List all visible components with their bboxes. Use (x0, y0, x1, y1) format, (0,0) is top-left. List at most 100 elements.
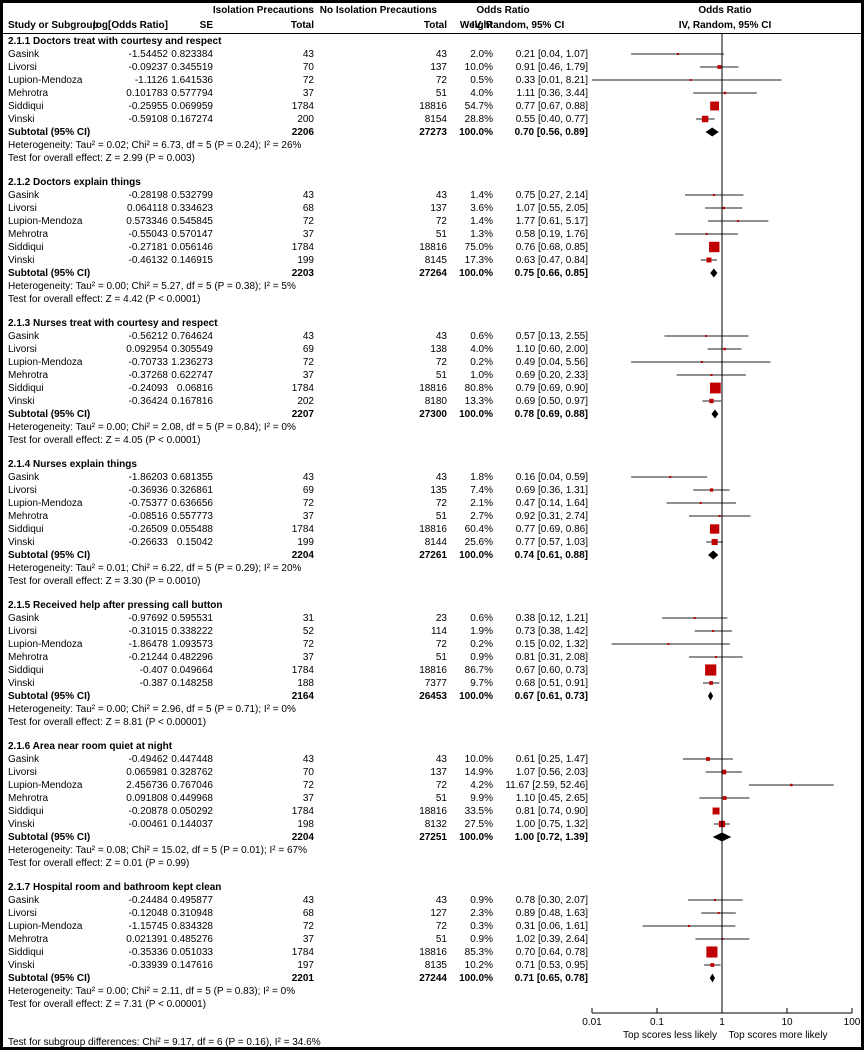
subtotal-no-isolation-total: 27251 (419, 832, 447, 843)
weight-value: 75.0% (464, 242, 493, 253)
overall-effect-row: Test for overall effect: Z = 2.99 (P = 0… (3, 152, 861, 165)
no-isolation-total-value: 51 (435, 511, 447, 522)
se-value: 1.641536 (171, 75, 213, 86)
study-row: Lupion-Mendoza 2.456736 0.767046 72 72 4.2% 11… (3, 779, 861, 792)
se-value: 0.532799 (171, 190, 213, 201)
no-isolation-total-value: 8135 (424, 960, 447, 971)
isolation-total-value: 198 (297, 819, 314, 830)
isolation-total-value: 199 (297, 537, 314, 548)
subtotal-no-isolation-total: 26453 (419, 691, 447, 702)
header-weight: Weight (459, 20, 493, 31)
odds-ratio-ci-text: 1.10 [0.60, 2.00] (515, 344, 588, 355)
study-name: Vinski (8, 255, 35, 266)
subtotal-label: Subtotal (95% CI) (8, 550, 91, 561)
se-value: 0.06816 (176, 383, 213, 394)
overall-effect-row: Test for overall effect: Z = 0.01 (P = 0… (3, 857, 861, 870)
study-name: Gasink (8, 331, 40, 342)
log-odds-ratio-value: -0.25955 (128, 101, 168, 112)
isolation-total-value: 69 (302, 485, 314, 496)
se-value: 0.345519 (171, 62, 213, 73)
subgroup-title: 2.1.3 Nurses treat with courtesy and res… (8, 318, 218, 329)
isolation-total-value: 43 (302, 472, 314, 483)
isolation-total-value: 43 (302, 754, 314, 765)
study-row: Siddiqui -0.24093 0.06816 1784 18816 80.8% 0.7… (3, 382, 861, 395)
se-value: 0.069959 (171, 101, 213, 112)
weight-value: 60.4% (464, 524, 493, 535)
isolation-total-value: 37 (302, 88, 314, 99)
study-row: Mehrotra 0.021391 0.485276 37 51 0.9% 1.02 [0.… (3, 933, 861, 946)
heterogeneity-row: Heterogeneity: Tau² = 0.00; Chi² = 5.27,… (3, 280, 861, 293)
log-odds-ratio-value: -0.70733 (128, 357, 168, 368)
study-name: Vinski (8, 960, 35, 971)
study-row: Lupion-Mendoza -0.75377 0.636656 72 72 2.1% 0.… (3, 497, 861, 510)
log-odds-ratio-value: -1.15745 (128, 921, 168, 932)
weight-value: 80.8% (464, 383, 493, 394)
weight-value: 17.3% (464, 255, 493, 266)
no-isolation-total-value: 43 (435, 472, 447, 483)
overall-effect-row: Test for overall effect: Z = 7.31 (P < 0… (3, 998, 861, 1011)
se-value: 0.636656 (171, 498, 213, 509)
no-isolation-total-value: 51 (435, 370, 447, 381)
study-row: Mehrotra -0.08516 0.557773 37 51 2.7% 0.92 [0.… (3, 510, 861, 523)
subtotal-odds-ratio-ci-text: 0.67 [0.61, 0.73] (514, 691, 588, 702)
odds-ratio-ci-text: 0.81 [0.74, 0.90] (515, 806, 588, 817)
log-odds-ratio-value: -0.26509 (128, 524, 168, 535)
study-row: Vinski -0.387 0.148258 188 7377 9.7% 0.68 [0.5… (3, 677, 861, 690)
log-odds-ratio-value: -0.20878 (128, 806, 168, 817)
se-value: 0.049664 (171, 665, 213, 676)
se-value: 0.834328 (171, 921, 213, 932)
subtotal-weight: 100.0% (459, 409, 493, 420)
header-group-isolation: Isolation Precautions (212, 5, 314, 16)
heterogeneity-row: Heterogeneity: Tau² = 0.00; Chi² = 2.96,… (3, 703, 861, 716)
se-value: 0.326861 (171, 485, 213, 496)
log-odds-ratio-value: 0.092954 (126, 344, 168, 355)
study-row: Mehrotra 0.101783 0.577794 37 51 4.0% 1.11 [0.… (3, 87, 861, 100)
no-isolation-total-value: 137 (430, 767, 447, 778)
subtotal-weight: 100.0% (459, 268, 493, 279)
header-se: SE (199, 20, 213, 31)
overall-effect-row: Test for overall effect: Z = 4.42 (P < 0… (3, 293, 861, 306)
no-isolation-total-value: 114 (431, 626, 447, 637)
log-odds-ratio-value: -0.35336 (128, 947, 168, 958)
study-row: Gasink -1.86203 0.681355 43 43 1.8% 0.16 [0.04… (3, 471, 861, 484)
weight-value: 85.3% (464, 947, 493, 958)
subtotal-label: Subtotal (95% CI) (8, 691, 91, 702)
study-name: Mehrotra (8, 229, 49, 240)
weight-value: 9.9% (470, 793, 493, 804)
isolation-total-value: 1784 (291, 524, 314, 535)
study-row: Siddiqui -0.35336 0.051033 1784 18816 85.3% 0.… (3, 946, 861, 959)
isolation-total-value: 70 (302, 767, 314, 778)
study-row: Mehrotra -0.55043 0.570147 37 51 1.3% 0.58 [0.… (3, 228, 861, 241)
isolation-total-value: 43 (302, 331, 314, 342)
se-value: 0.146915 (171, 255, 213, 266)
isolation-total-value: 37 (302, 229, 314, 240)
odds-ratio-ci-text: 0.38 [0.12, 1.21] (515, 613, 588, 624)
se-value: 0.823384 (171, 49, 213, 60)
study-name: Siddiqui (8, 383, 44, 394)
isolation-total-value: 1784 (291, 665, 314, 676)
no-isolation-total-value: 7377 (424, 678, 447, 689)
log-odds-ratio-value: -0.33939 (128, 960, 168, 971)
se-value: 0.305549 (171, 344, 213, 355)
no-isolation-total-value: 138 (430, 344, 447, 355)
no-isolation-total-value: 8180 (424, 396, 447, 407)
subtotal-isolation-total: 2204 (291, 550, 314, 561)
study-name: Lupion-Mendoza (8, 780, 83, 791)
subtotal-label: Subtotal (95% CI) (8, 832, 91, 843)
weight-value: 10.2% (464, 960, 493, 971)
weight-value: 0.2% (470, 639, 493, 650)
subtotal-row: Subtotal (95% CI) 2206 27273 100.0% 0.70 [0.… (3, 126, 861, 139)
study-row: Vinski -0.00461 0.144037 198 8132 27.5% 1.00 [… (3, 818, 861, 831)
no-isolation-total-value: 51 (435, 934, 447, 945)
no-isolation-total-value: 18816 (419, 101, 447, 112)
isolation-total-value: 200 (297, 114, 314, 125)
odds-ratio-ci-text: 0.76 [0.68, 0.85] (515, 242, 588, 253)
odds-ratio-ci-text: 0.69 [0.36, 1.31] (515, 485, 588, 496)
weight-value: 0.2% (470, 357, 493, 368)
weight-value: 4.2% (470, 780, 493, 791)
odds-ratio-ci-text: 0.69 [0.50, 0.97] (515, 396, 588, 407)
se-value: 1.093573 (171, 639, 213, 650)
odds-ratio-ci-text: 0.73 [0.38, 1.42] (515, 626, 588, 637)
log-odds-ratio-value: -0.26633 (128, 537, 168, 548)
study-row: Livorsi 0.092954 0.305549 69 138 4.0% 1.10 [0.… (3, 343, 861, 356)
